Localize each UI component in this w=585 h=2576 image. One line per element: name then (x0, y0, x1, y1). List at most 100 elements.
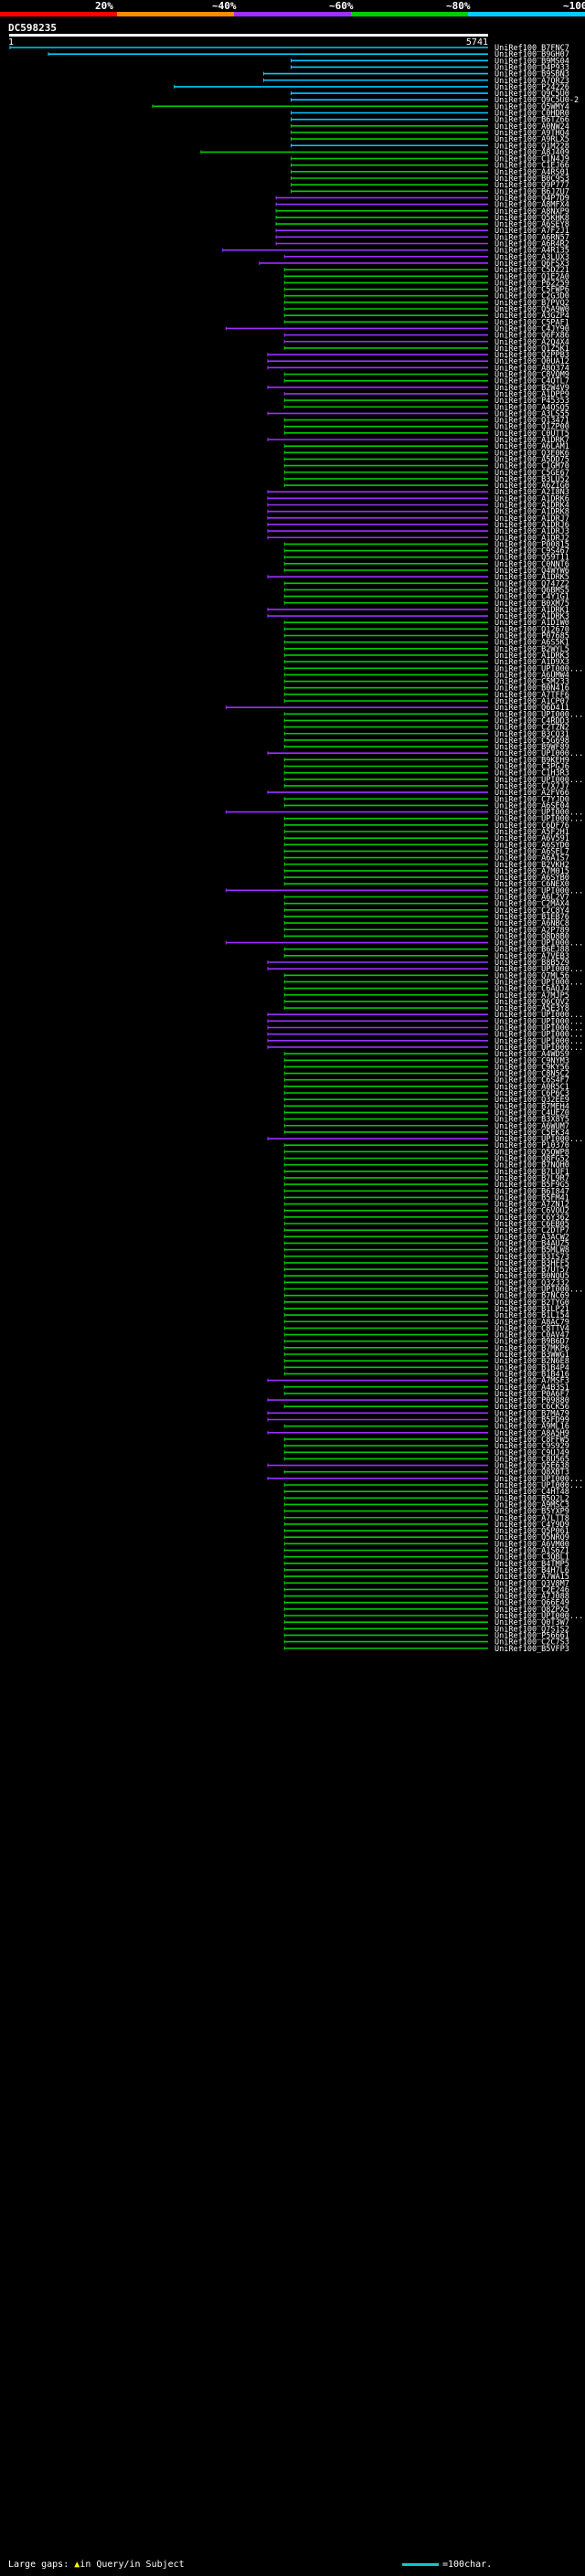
hit-label[interactable]: UniRef100_C8FFW5 (495, 1436, 569, 1445)
hit-label[interactable]: UniRef100_B1B4P4 (495, 1363, 569, 1373)
hit-label[interactable]: UniRef100_B7NQH0 (495, 1161, 569, 1171)
hit-label[interactable]: UniRef100_A0R5C1 (495, 1083, 569, 1092)
hit-label[interactable]: UniRef100_A0NW24 (495, 122, 569, 132)
hit-label[interactable]: UniRef100_A7MSF3 (495, 1377, 569, 1386)
hit-label[interactable]: UniRef100_B9B6D7 (495, 1338, 569, 1347)
hit-label[interactable]: UniRef100_UPI000... (495, 1481, 583, 1490)
hit-label[interactable]: UniRef100_A6RN57 (495, 233, 569, 242)
hit-label[interactable]: UniRef100_A3LS55 (495, 409, 569, 419)
hit-label[interactable]: UniRef100_B7FNC7 (495, 44, 569, 53)
hit-label[interactable]: UniRef100_C4QTL7 (495, 377, 569, 387)
hit-label[interactable]: UniRef100_A9THQ4 (495, 129, 569, 138)
hit-label[interactable]: UniRef100_A7M015 (495, 867, 569, 876)
hit-label[interactable]: UniRef100_C9S929 (495, 1442, 569, 1451)
hit-label[interactable]: UniRef100_C1N4J9 (495, 155, 569, 164)
hit-label[interactable]: UniRef100_Q3V8M7 (495, 1579, 569, 1588)
hit-label[interactable]: UniRef100_B7MKP6 (495, 1344, 569, 1353)
hit-label[interactable]: UniRef100_UPI000... (495, 1612, 583, 1621)
hit-label[interactable]: UniRef100_B2VKH2 (495, 861, 569, 870)
hit-label[interactable]: UniRef100_B7LUF1 (495, 1168, 569, 1177)
hit-label[interactable]: UniRef100_C4Y1G1 (495, 593, 569, 602)
hit-label[interactable]: UniRef100_C3PGJ6 (495, 763, 569, 772)
hit-label[interactable]: UniRef100_A6S5K1 (495, 639, 569, 648)
hit-label[interactable]: UniRef100_B3LU52 (495, 475, 569, 484)
hit-label[interactable]: UniRef100_A7F2J1 (495, 227, 569, 236)
hit-label[interactable]: UniRef100_B9WF89 (495, 743, 569, 752)
hit-label[interactable]: UniRef100_A6SEY8 (495, 220, 569, 229)
hit-label[interactable]: UniRef100_A1DRK8 (495, 508, 569, 517)
hit-label[interactable]: UniRef100_UPI000... (495, 939, 583, 949)
hit-label[interactable]: UniRef100_C4Y9D9 (495, 1521, 569, 1530)
hit-label[interactable]: UniRef100_Q5E638 (495, 1462, 569, 1471)
hit-label[interactable]: UniRef100_B2WYL5 (495, 645, 569, 654)
hit-label[interactable]: UniRef100_C2TZN2 (495, 724, 569, 733)
hit-label[interactable]: UniRef100_UPI000... (495, 710, 583, 719)
hit-label[interactable]: UniRef100_Q8FG52 (495, 1155, 569, 1164)
hit-label[interactable]: UniRef100_UPI000... (495, 664, 583, 673)
hit-label[interactable]: UniRef100_B5YXP9 (495, 1508, 569, 1517)
hit-label[interactable]: UniRef100_C5PAF1 (495, 318, 569, 327)
hit-label[interactable]: UniRef100_UPI000... (495, 1031, 583, 1040)
hit-label[interactable]: UniRef100_B2W4V9 (495, 384, 569, 393)
hit-label[interactable]: UniRef100_B9MS04 (495, 57, 569, 66)
hit-label[interactable]: UniRef100_A2FV66 (495, 789, 569, 798)
hit-label[interactable]: UniRef100_C6Y362 (495, 1214, 569, 1223)
hit-label[interactable]: UniRef100_C0AV47 (495, 1331, 569, 1341)
hit-label[interactable]: UniRef100_A1DRK4 (495, 502, 569, 511)
hit-label[interactable]: UniRef100_Q2PPB3 (495, 351, 569, 360)
hit-label[interactable]: UniRef100_D4P933 (495, 63, 569, 72)
hit-label[interactable]: UniRef100_UPI000... (495, 1011, 583, 1020)
hit-label[interactable]: UniRef100_C1GM70 (495, 462, 569, 472)
hit-label[interactable]: UniRef100_C9NYM3 (495, 1056, 569, 1065)
hit-label[interactable]: UniRef100_A9ML16 (495, 1423, 569, 1432)
hit-label[interactable]: UniRef100_Q6BMS5 (495, 586, 569, 595)
hit-label[interactable]: UniRef100_Q6FX86 (495, 332, 569, 341)
hit-label[interactable]: UniRef100_B1B416 (495, 1370, 569, 1379)
hit-label[interactable]: UniRef100_C5M233 (495, 678, 569, 687)
hit-label[interactable]: UniRef100_C6VOU2 (495, 1207, 569, 1216)
hit-label[interactable]: UniRef100_A7MJP5 (495, 991, 569, 1001)
hit-label[interactable]: UniRef100_Q8XBT3 (495, 1468, 569, 1478)
hit-label[interactable]: UniRef100_B7L9R7 (495, 1174, 569, 1183)
hit-label[interactable]: UniRef100_C1EJ66 (495, 162, 569, 171)
hit-label[interactable]: UniRef100_UPI000... (495, 1024, 583, 1034)
hit-label[interactable]: UniRef100_B6EJ88 (495, 946, 569, 955)
hit-label[interactable]: UniRef100_A7ZN12 (495, 1201, 569, 1210)
hit-label[interactable]: UniRef100_A1DRK5 (495, 573, 569, 582)
hit-label[interactable]: UniRef100_B0N416 (495, 684, 569, 694)
hit-label[interactable]: UniRef100_B1LP21 (495, 1305, 569, 1314)
hit-label[interactable]: UniRef100_B3IS73 (495, 1253, 569, 1262)
hit-label[interactable]: UniRef100_A4WDS9 (495, 1050, 569, 1059)
hit-label[interactable]: UniRef100_C9KY56 (495, 1063, 569, 1072)
hit-label[interactable]: UniRef100_C3QBL1 (495, 1553, 569, 1563)
hit-label[interactable]: UniRef100_C8N5C2 (495, 1070, 569, 1079)
hit-label[interactable]: UniRef100_C5GE67 (495, 469, 569, 478)
hit-label[interactable]: UniRef100_C5DZ21 (495, 266, 569, 275)
hit-label[interactable]: UniRef100_B4TMP5 (495, 1560, 569, 1569)
hit-label[interactable]: UniRef100_Q1M228 (495, 142, 569, 151)
hit-label[interactable]: UniRef100_UPI000... (495, 1475, 583, 1484)
hit-label[interactable]: UniRef100_B9SBN3 (495, 70, 569, 80)
hit-label[interactable]: UniRef100_UPI000... (495, 815, 583, 824)
hit-label[interactable]: UniRef100_A6ZIG0 (495, 482, 569, 491)
hit-label[interactable]: UniRef100_Q8D8B0 (495, 932, 569, 941)
hit-label[interactable]: UniRef100_A3GZP4 (495, 312, 569, 321)
hit-label[interactable]: UniRef100_Q66E49 (495, 1599, 569, 1608)
hit-label[interactable]: UniRef100_C9S467 (495, 547, 569, 557)
hit-label[interactable]: UniRef100_Q32EE9 (495, 1096, 569, 1105)
hit-label[interactable]: UniRef100_A6UMW4 (495, 671, 569, 680)
hit-label[interactable]: UniRef100_A8NXP9 (495, 207, 569, 217)
hit-label[interactable]: UniRef100_C8TTV4 (495, 1324, 569, 1333)
hit-label[interactable]: UniRef100_A8MFX4 (495, 201, 569, 210)
hit-label[interactable]: UniRef100_A4B3S1 (495, 1383, 569, 1393)
hit-label[interactable]: UniRef100_C9UJ49 (495, 1448, 569, 1458)
hit-label[interactable]: UniRef100_B3HFF5 (495, 1259, 569, 1268)
hit-label[interactable]: UniRef100_A7WA15 (495, 1573, 569, 1582)
hit-label[interactable]: UniRef100_UPI000... (495, 978, 583, 987)
hit-label[interactable]: UniRef100_B7UT57 (495, 1266, 569, 1275)
hit-label[interactable]: UniRef100_A1DIW0 (495, 619, 569, 628)
hit-label[interactable]: UniRef100_Q12670 (495, 625, 569, 634)
hit-label[interactable]: UniRef100_Q747Z2 (495, 579, 569, 588)
hit-label[interactable]: UniRef100_A6L2V7 (495, 894, 569, 903)
hit-label[interactable]: UniRef100_C5G698 (495, 737, 569, 746)
